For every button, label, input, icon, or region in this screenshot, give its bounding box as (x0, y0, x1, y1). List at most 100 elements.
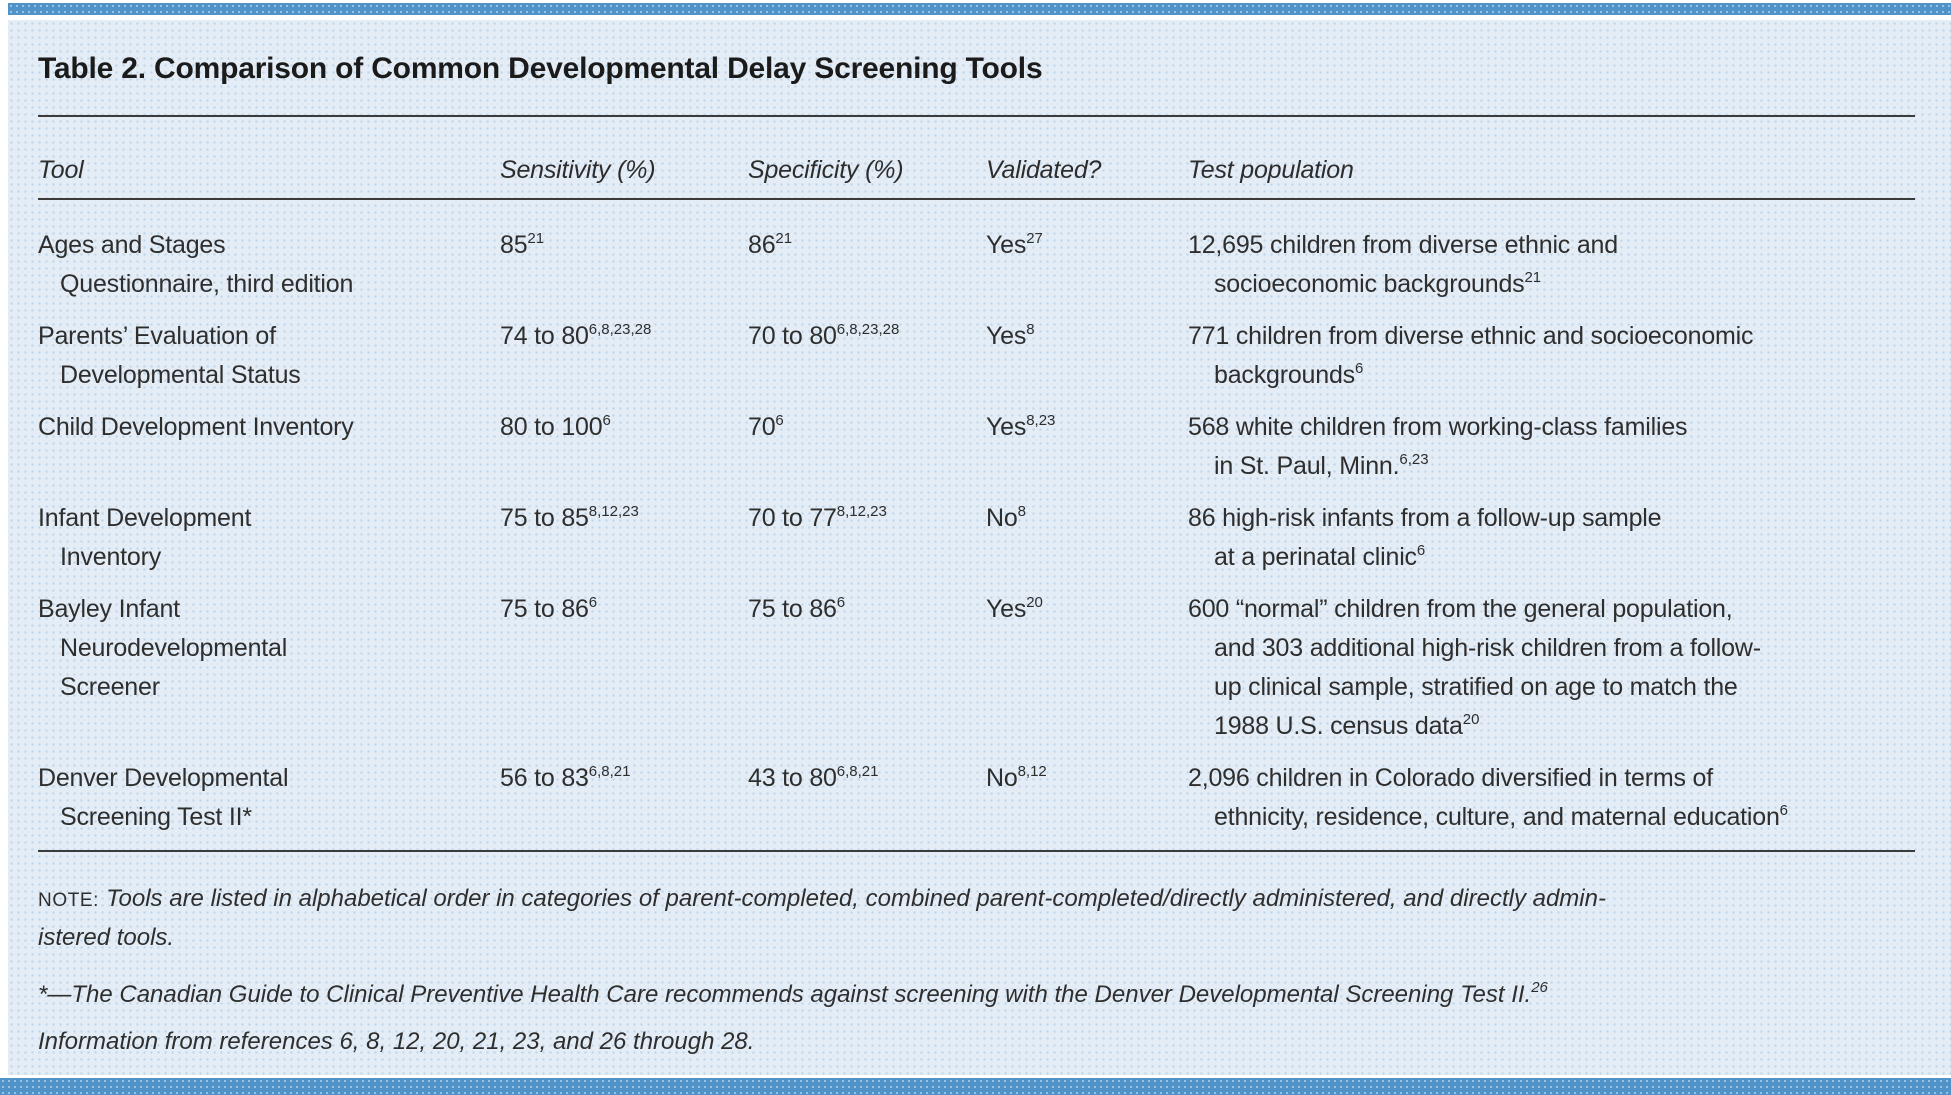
population-cell: 86 high-risk infants from a follow-up sa… (1188, 499, 1915, 577)
sensitivity-cell: 56 to 836,8,21 (500, 762, 631, 792)
tool-cell: Parents’ Evaluation of Developmental Sta… (38, 317, 500, 395)
reference-superscript: 6 (1416, 541, 1426, 559)
population-line: 12,695 children from diverse ethnic and (1188, 231, 1618, 259)
divider-top (38, 115, 1915, 117)
top-accent-bar (8, 3, 1951, 15)
divider-header (38, 198, 1915, 200)
reference-superscript: 8 (1017, 502, 1026, 520)
population-cell: 771 children from diverse ethnic and soc… (1188, 317, 1915, 395)
table-footnotes: NOTE: Tools are listed in alphabetical or… (38, 852, 1915, 1057)
tool-line: Screener (60, 673, 160, 701)
bottom-accent-bar (0, 1078, 1951, 1095)
population-line: and 303 additional high-risk children fr… (1214, 634, 1761, 662)
population-line: socioeconomic backgrounds21 (1214, 268, 1542, 298)
table-row: Infant Development Inventory 75 to 858,1… (38, 499, 1915, 577)
table-row: Denver Developmental Screening Test II* … (38, 759, 1915, 837)
population-line: backgrounds6 (1214, 359, 1364, 389)
tool-cell: Child Development Inventory (38, 408, 500, 447)
sensitivity-cell: 75 to 866 (500, 593, 598, 623)
tool-line: Denver Developmental (38, 764, 289, 792)
table-header-row: Tool Sensitivity (%) Specificity (%) Val… (38, 117, 1915, 198)
reference-superscript: 6 (602, 411, 611, 429)
table-row: Child Development Inventory 80 to 1006 7… (38, 408, 1915, 486)
note-label: NOTE: (38, 890, 100, 911)
tool-line: Child Development Inventory (38, 413, 354, 441)
population-line: in St. Paul, Minn.6,23 (1214, 450, 1429, 480)
tool-line: Parents’ Evaluation of (38, 322, 276, 350)
tool-line: Inventory (60, 543, 162, 571)
validated-cell: Yes8 (986, 320, 1035, 350)
population-line: 600 “normal” children from the general p… (1188, 595, 1733, 623)
tool-line: Infant Development (38, 504, 252, 532)
population-line: at a perinatal clinic6 (1214, 541, 1426, 571)
tool-line: Ages and Stages (38, 231, 226, 259)
population-cell: 2,096 children in Colorado diversified i… (1188, 759, 1915, 837)
specificity-cell: 70 to 806,8,23,28 (748, 320, 900, 350)
table-note: NOTE: Tools are listed in alphabetical or… (38, 880, 1915, 956)
note-text: Tools are listed in alphabetical order i… (106, 885, 1606, 912)
specificity-cell: 8621 (748, 229, 793, 259)
specificity-cell: 43 to 806,8,21 (748, 762, 879, 792)
tool-cell: Denver Developmental Screening Test II* (38, 759, 500, 837)
population-line: 1988 U.S. census data20 (1214, 710, 1480, 740)
tool-line: Bayley Infant (38, 595, 180, 623)
sensitivity-cell: 74 to 806,8,23,28 (500, 320, 652, 350)
divider-bottom (38, 850, 1915, 852)
reference-superscript: 6,8,21 (588, 762, 631, 780)
table-row: Ages and Stages Questionnaire, third edi… (38, 226, 1915, 304)
reference-superscript: 27 (1026, 229, 1043, 247)
validated-cell: Yes8,23 (986, 411, 1056, 441)
population-cell: 12,695 children from diverse ethnic and … (1188, 226, 1915, 304)
sensitivity-cell: 75 to 858,12,23 (500, 502, 639, 532)
reference-superscript: 20 (1026, 593, 1043, 611)
population-line: up clinical sample, stratified on age to… (1214, 673, 1738, 701)
population-line: 2,096 children in Colorado diversified i… (1188, 764, 1713, 792)
reference-superscript: 6 (588, 593, 598, 611)
reference-superscript: 8,12,23 (588, 502, 639, 520)
sensitivity-cell: 80 to 1006 (500, 411, 611, 441)
reference-superscript: 6,23 (1399, 450, 1429, 468)
population-line: ethnicity, residence, culture, and mater… (1214, 801, 1789, 831)
column-header-validated: Validated? (986, 156, 1102, 184)
note-line: NOTE: Tools are listed in alphabetical or… (38, 880, 1915, 919)
source-attribution: Information from references 6, 8, 12, 20… (38, 1028, 755, 1055)
population-cell: 568 white children from working-class fa… (1188, 408, 1915, 486)
population-cell: 600 “normal” children from the general p… (1188, 590, 1915, 746)
reference-superscript: 21 (527, 229, 545, 247)
validated-cell: No8,12 (986, 762, 1047, 792)
reference-superscript: 21 (775, 229, 793, 247)
reference-superscript: 6,8,23,28 (836, 320, 900, 338)
population-line: 568 white children from working-class fa… (1188, 413, 1688, 441)
column-header-tool: Tool (38, 156, 84, 184)
validated-cell: No8 (986, 502, 1026, 532)
column-header-sensitivity: Sensitivity (%) (500, 156, 656, 184)
column-header-specificity: Specificity (%) (748, 156, 904, 184)
reference-superscript: 6,8,21 (836, 762, 879, 780)
table-panel: Table 2. Comparison of Common Developmen… (8, 20, 1951, 1075)
asterisk-footnote: *—The Canadian Guide to Clinical Prevent… (38, 979, 1548, 1008)
validated-cell: Yes20 (986, 593, 1043, 623)
page: Table 2. Comparison of Common Developmen… (0, 3, 1951, 1095)
tool-line: Developmental Status (60, 361, 301, 389)
tool-cell: Infant Development Inventory (38, 499, 500, 577)
specificity-cell: 706 (748, 411, 784, 441)
reference-superscript: 6 (1354, 359, 1364, 377)
reference-superscript: 6,8,23,28 (588, 320, 652, 338)
tool-line: Questionnaire, third edition (60, 270, 354, 298)
reference-superscript: 6 (775, 411, 784, 429)
specificity-cell: 70 to 778,12,23 (748, 502, 887, 532)
column-header-population: Test population (1188, 156, 1354, 184)
tool-line: Screening Test II* (60, 803, 252, 831)
reference-superscript: 8,23 (1026, 411, 1056, 429)
tool-cell: Ages and Stages Questionnaire, third edi… (38, 226, 500, 304)
table-body: Ages and Stages Questionnaire, third edi… (38, 200, 1915, 837)
reference-superscript: 8 (1026, 320, 1035, 338)
validated-cell: Yes27 (986, 229, 1043, 259)
reference-superscript: 21 (1524, 268, 1542, 286)
reference-superscript: 8,12 (1017, 762, 1047, 780)
population-line: 86 high-risk infants from a follow-up sa… (1188, 504, 1662, 532)
table-row: Bayley Infant Neurodevelopmental Screene… (38, 590, 1915, 746)
reference-superscript: 6 (836, 593, 846, 611)
population-line: 771 children from diverse ethnic and soc… (1188, 322, 1754, 350)
reference-superscript: 6 (1779, 801, 1789, 819)
